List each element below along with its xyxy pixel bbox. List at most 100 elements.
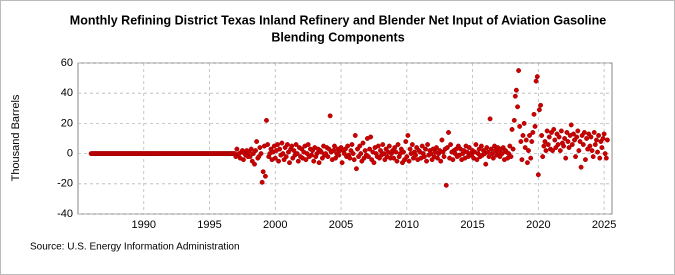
point [562, 136, 568, 141]
plot-area [77, 62, 613, 215]
point [381, 151, 387, 157]
point [540, 154, 546, 160]
x-tick-label: 1990 [132, 219, 156, 231]
point [580, 142, 586, 147]
point [512, 93, 518, 99]
point [433, 145, 439, 151]
point [576, 148, 582, 154]
point [557, 148, 563, 154]
point [404, 154, 410, 160]
point [532, 123, 538, 129]
point [578, 164, 584, 170]
point [574, 134, 580, 140]
point [466, 145, 472, 151]
point [535, 172, 541, 178]
x-tick-label: 2025 [592, 219, 616, 231]
point [577, 139, 583, 144]
point [291, 148, 297, 154]
point [524, 160, 530, 166]
point [234, 146, 240, 152]
point [527, 133, 532, 138]
point [526, 148, 531, 154]
y-tick-label: 60 [61, 57, 73, 69]
point [528, 155, 534, 161]
point [375, 143, 381, 149]
point [380, 142, 386, 147]
source: Source: U.S. Energy Information Administ… [30, 242, 240, 253]
point [260, 169, 266, 175]
point [573, 154, 579, 160]
point [336, 152, 342, 158]
point [571, 131, 576, 137]
point [513, 87, 519, 93]
point [446, 130, 451, 135]
point [419, 143, 425, 149]
point [590, 154, 596, 160]
point [534, 74, 540, 80]
x-tick-label: 2010 [395, 219, 419, 231]
point [258, 151, 264, 157]
point [349, 142, 355, 147]
point [595, 149, 600, 155]
point [523, 137, 529, 143]
point [401, 149, 406, 155]
point [378, 148, 383, 154]
y-tick-label: 20 [61, 117, 73, 129]
point [279, 140, 285, 146]
point [594, 137, 599, 143]
point [509, 126, 515, 132]
y-axis-label: Thousand Barrels [10, 94, 22, 181]
point [507, 143, 513, 149]
point [368, 134, 374, 140]
point [316, 160, 322, 166]
point [280, 151, 286, 157]
point [568, 122, 574, 128]
point [252, 161, 257, 167]
point [450, 157, 456, 163]
point [367, 146, 373, 152]
point [425, 142, 431, 147]
point [309, 152, 314, 158]
point [327, 113, 333, 119]
point [591, 130, 597, 135]
point [247, 154, 253, 160]
point [409, 142, 415, 147]
point [517, 123, 523, 129]
point [371, 160, 377, 166]
x-tick-label: 1995 [197, 219, 221, 231]
point [592, 142, 598, 147]
point [601, 131, 607, 137]
point [357, 143, 363, 149]
point [589, 148, 595, 154]
point [438, 158, 444, 164]
point [365, 154, 371, 160]
point [541, 143, 547, 149]
point [347, 155, 353, 161]
y-tick-label: 0 [67, 148, 73, 160]
point [604, 137, 610, 143]
point [596, 133, 602, 138]
point [423, 146, 428, 152]
point [488, 146, 494, 152]
point [520, 133, 526, 138]
point [552, 137, 558, 143]
point [508, 154, 514, 160]
point [248, 146, 254, 152]
point [395, 142, 401, 147]
point [587, 143, 593, 149]
point [424, 158, 429, 164]
point [345, 143, 351, 149]
point [563, 155, 569, 161]
point [277, 146, 283, 152]
point [413, 152, 419, 158]
point [499, 151, 505, 157]
point [305, 142, 311, 147]
point [473, 142, 479, 147]
point [545, 142, 551, 147]
point [483, 161, 489, 167]
point [392, 145, 398, 151]
point [362, 148, 368, 154]
point [551, 126, 557, 132]
x-tick-label: 2015 [460, 219, 484, 231]
point [550, 148, 555, 154]
